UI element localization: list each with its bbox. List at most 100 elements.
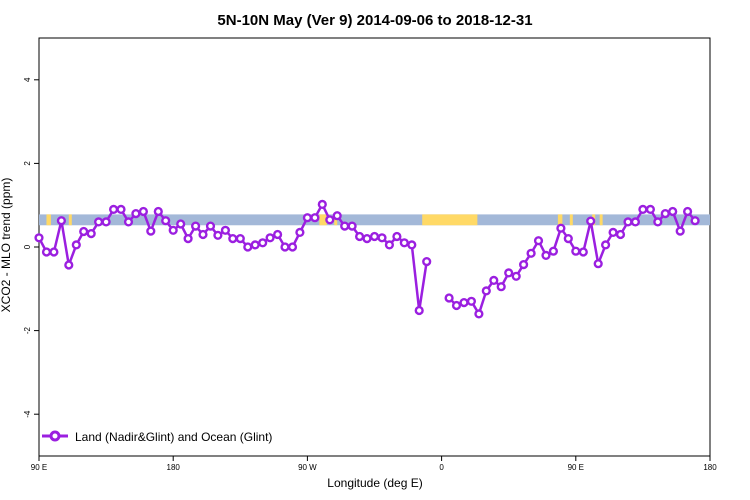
data-point	[407, 240, 417, 250]
x-tick-label: 90 E	[31, 463, 47, 472]
data-point	[101, 217, 111, 227]
data-point	[533, 236, 544, 246]
data-point	[623, 217, 633, 227]
data-point	[630, 217, 641, 227]
data-point	[176, 219, 186, 229]
data-point	[682, 206, 693, 217]
series-layer	[34, 199, 700, 319]
data-point	[511, 271, 521, 281]
data-point	[34, 233, 44, 243]
legend: Land (Nadir&Glint) and Ocean (Glint)	[42, 430, 272, 444]
data-point	[384, 240, 395, 250]
data-point	[422, 257, 432, 267]
data-point	[399, 238, 409, 248]
data-point	[123, 217, 134, 227]
data-point	[392, 231, 402, 242]
x-axis-label: Longitude (deg E)	[327, 476, 422, 490]
data-point	[295, 227, 305, 238]
data-point	[71, 240, 81, 250]
data-point	[220, 225, 231, 235]
data-point	[280, 242, 290, 252]
data-point	[660, 209, 670, 219]
data-point	[146, 226, 156, 236]
data-point	[205, 221, 216, 231]
y-axis-label: XCO2 - MLO trend (ppm)	[0, 178, 13, 313]
data-point	[93, 217, 104, 227]
data-point	[496, 282, 506, 292]
data-point	[504, 268, 514, 278]
data-point	[86, 229, 96, 239]
data-point	[556, 223, 566, 233]
data-point	[340, 221, 350, 231]
land-band-segment	[422, 214, 478, 226]
data-point	[49, 247, 59, 257]
y-tick-label: 2	[23, 161, 32, 166]
data-point	[608, 227, 618, 238]
data-point	[235, 234, 245, 244]
data-point	[645, 204, 656, 215]
data-point	[615, 229, 626, 240]
data-point	[377, 233, 387, 243]
legend-label: Land (Nadir&Glint) and Ocean (Glint)	[75, 430, 272, 444]
data-point	[302, 213, 313, 223]
data-point	[213, 230, 223, 240]
legend-marker-swatch	[49, 430, 61, 442]
data-point	[526, 248, 536, 258]
x-tick-label: 90 E	[568, 463, 584, 472]
data-point	[250, 240, 260, 250]
data-point	[571, 246, 581, 256]
data-point	[153, 206, 163, 217]
data-point	[489, 275, 499, 286]
data-point	[481, 286, 491, 296]
data-point	[362, 234, 372, 244]
x-tick-label: 180	[167, 463, 181, 472]
data-point	[228, 234, 238, 244]
data-point	[451, 300, 462, 311]
data-point	[138, 206, 149, 217]
ocean-band	[39, 214, 710, 226]
land-band-segment	[557, 214, 563, 226]
data-point	[265, 233, 275, 243]
data-point	[459, 298, 469, 308]
data-point	[131, 209, 141, 219]
data-point	[183, 234, 193, 244]
data-point	[168, 225, 178, 235]
land-band-segment	[46, 214, 51, 226]
data-point	[369, 231, 380, 242]
data-point	[548, 246, 559, 256]
data-point	[347, 221, 357, 231]
land-band-segment	[68, 214, 72, 226]
land-band-segment	[599, 214, 603, 226]
data-point	[41, 247, 52, 257]
data-point	[325, 215, 335, 225]
data-point	[161, 216, 171, 226]
data-point	[317, 199, 327, 210]
data-point	[466, 296, 477, 306]
data-point	[600, 240, 611, 250]
y-tick-label: -4	[23, 410, 32, 418]
data-point	[310, 213, 320, 223]
x-tick-label: 90 W	[298, 463, 317, 472]
data-point	[116, 204, 126, 215]
data-point	[675, 226, 685, 236]
series-line	[448, 208, 697, 316]
data-point	[474, 309, 484, 319]
data-point	[444, 293, 454, 303]
data-point	[64, 260, 74, 270]
data-point	[593, 259, 603, 269]
chart-title: 5N-10N May (Ver 9) 2014-09-06 to 2018-12…	[217, 12, 532, 29]
x-tick-label: 0	[439, 463, 444, 472]
data-point	[79, 226, 89, 237]
data-point	[108, 204, 119, 215]
data-point	[638, 204, 648, 215]
data-point	[191, 221, 201, 231]
data-point	[258, 238, 268, 248]
data-point	[668, 206, 678, 217]
data-point	[287, 242, 298, 252]
data-point	[414, 305, 424, 316]
x-axis: 90 E 180 90 W 0 90 E 180	[31, 456, 717, 472]
data-point	[56, 216, 67, 226]
data-point	[563, 234, 573, 244]
y-tick-label: 4	[23, 77, 32, 82]
y-axis: -4 -2 0 2 4	[23, 77, 39, 418]
